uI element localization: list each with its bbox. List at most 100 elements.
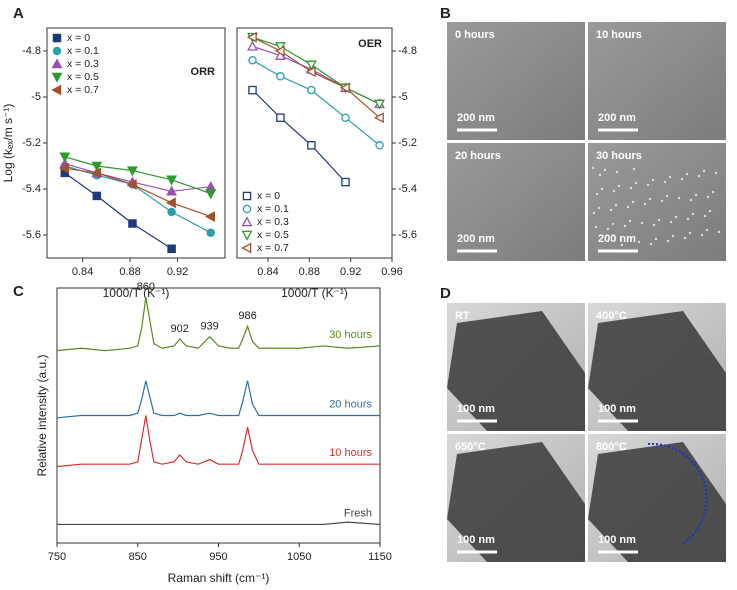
series-label: 30 hours <box>329 329 372 341</box>
nanoparticle <box>714 171 718 175</box>
marker <box>128 219 137 228</box>
y-tick-label: -5.6 <box>22 229 41 241</box>
x-tick-label: 950 <box>209 551 227 563</box>
nanoparticle <box>623 224 627 228</box>
spectrum <box>56 380 380 419</box>
marker <box>127 166 138 177</box>
legend-label: x = 0.5 <box>67 71 99 83</box>
marker <box>167 207 176 217</box>
marker <box>374 99 386 110</box>
series-label: Fresh <box>344 507 372 519</box>
nanoparticle <box>595 192 599 196</box>
nanoparticle <box>685 172 689 176</box>
nanoparticle <box>697 174 701 178</box>
micrograph <box>588 22 726 140</box>
nanoparticle <box>668 175 672 179</box>
nanoparticle <box>665 194 669 198</box>
scale-bar-label: 100 nm <box>457 403 495 415</box>
nanoparticle <box>717 230 721 234</box>
legend-label: x = 0.5 <box>257 229 289 241</box>
series-label: 20 hours <box>329 398 372 410</box>
x-tick-label: 0.96 <box>381 266 402 278</box>
legend-label: x = 0.7 <box>67 84 99 96</box>
legend-marker <box>242 204 252 214</box>
legend-marker <box>52 33 62 43</box>
nanoparticle <box>677 196 681 200</box>
x-tick-label: 0.84 <box>72 266 93 278</box>
x-tick-label: 750 <box>48 551 66 563</box>
legend-marker <box>241 230 253 241</box>
nanoparticle <box>646 183 650 187</box>
nanoparticle <box>660 199 664 203</box>
nanoparticle <box>649 242 653 246</box>
chart-title: ORR <box>191 66 216 78</box>
legend-marker <box>242 191 252 201</box>
marker <box>92 191 102 201</box>
y-tick-label: -5.2 <box>398 137 417 149</box>
nanoparticle <box>640 221 644 225</box>
x-tick-label: 0.88 <box>119 266 140 278</box>
nanoparticle <box>631 200 635 204</box>
nanoparticle <box>611 222 615 226</box>
scale-bar-label: 100 nm <box>457 534 495 546</box>
scale-bar-label: 200 nm <box>598 233 636 245</box>
panel-label: C <box>13 283 24 300</box>
x-tick-label: 0.92 <box>167 266 188 278</box>
nanoparticle <box>628 219 632 223</box>
particle <box>447 442 585 562</box>
nanoparticle <box>615 170 619 174</box>
marker <box>126 178 137 190</box>
legend-marker <box>52 46 62 56</box>
marker <box>246 31 257 43</box>
image-caption: 20 hours <box>455 150 501 162</box>
y-tick-label: -5.4 <box>398 183 417 195</box>
image-caption: RT <box>455 310 470 322</box>
marker <box>375 141 384 150</box>
nanoparticle <box>689 198 693 202</box>
nanoparticle <box>598 173 602 177</box>
image-caption: 800°C <box>596 441 627 453</box>
micrograph <box>447 22 585 140</box>
nanoparticle <box>603 168 607 172</box>
nanoparticle <box>620 243 624 247</box>
image-caption: 0 hours <box>455 29 495 41</box>
nanoparticle <box>711 190 715 194</box>
marker <box>167 244 176 254</box>
nanoparticle <box>669 220 673 224</box>
x-axis-label: 1000/T (K⁻¹) <box>281 286 348 300</box>
marker <box>305 66 316 78</box>
nanoparticle <box>634 181 638 185</box>
nanoparticle <box>680 177 684 181</box>
x-axis-label: 1000/T (K⁻¹) <box>103 286 170 300</box>
marker <box>307 85 316 95</box>
y-tick-label: -4.8 <box>398 45 417 57</box>
nanoparticle <box>648 197 652 201</box>
spectrum <box>56 297 381 352</box>
series-line <box>252 89 346 183</box>
nanoparticle <box>700 233 704 237</box>
nanoparticle <box>691 212 695 216</box>
marker <box>248 85 257 95</box>
nanoparticle <box>708 209 712 213</box>
y-tick-label: -5.6 <box>398 229 417 241</box>
nanoparticle <box>663 180 667 184</box>
scale-bar-label: 200 nm <box>598 112 636 124</box>
chart-title: OER <box>358 38 382 50</box>
nanoparticle <box>597 206 601 210</box>
series-line <box>64 165 212 234</box>
legend-label: x = 0 <box>257 190 280 202</box>
nanoparticle <box>671 234 675 238</box>
nanoparticle <box>674 215 678 219</box>
nanoparticle <box>591 166 595 170</box>
image-caption: 650°C <box>455 441 486 453</box>
nanoparticle <box>694 193 698 197</box>
marker <box>248 55 257 65</box>
legend-label: x = 0.1 <box>257 203 289 215</box>
micrograph <box>447 143 585 261</box>
nanoparticle <box>657 218 661 222</box>
marker <box>166 175 178 186</box>
x-tick-label: 1150 <box>368 551 392 563</box>
nanoparticle <box>609 208 613 212</box>
marker <box>205 181 217 191</box>
nanoparticle <box>688 231 692 235</box>
